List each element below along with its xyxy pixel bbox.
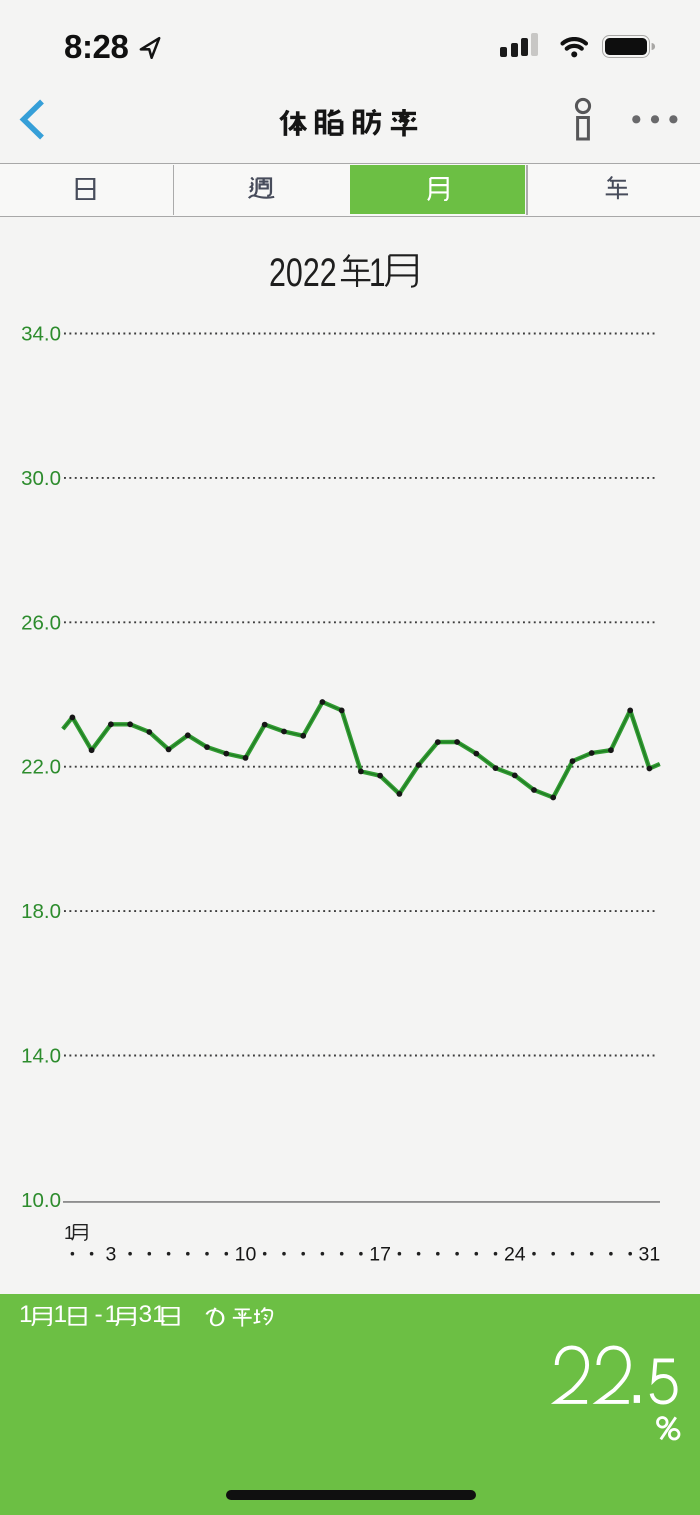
svg-text:22.0: 22.0 [21,756,61,779]
svg-text:31: 31 [639,1244,661,1266]
svg-text:24: 24 [504,1244,526,1266]
svg-text:10: 10 [235,1244,257,1266]
svg-text:26.0: 26.0 [21,611,61,634]
svg-text:30.0: 30.0 [21,467,61,490]
svg-text:14.0: 14.0 [21,1045,61,1068]
svg-text:3: 3 [105,1244,116,1266]
svg-text:34.0: 34.0 [21,323,61,346]
svg-text:1: 1 [64,1223,74,1243]
svg-text:10.0: 10.0 [21,1189,61,1212]
svg-text:18.0: 18.0 [21,900,61,923]
svg-text:17: 17 [369,1244,391,1266]
